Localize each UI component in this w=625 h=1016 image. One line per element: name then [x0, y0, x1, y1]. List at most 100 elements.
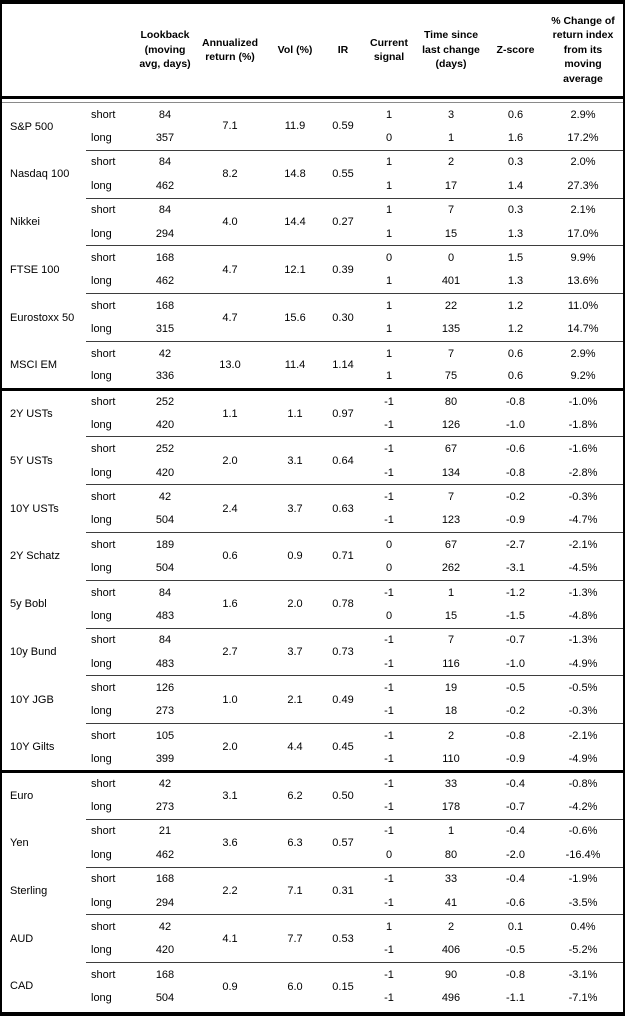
pct-change-cell: -1.3% [543, 579, 623, 605]
pct-change-cell: -7.1% [568, 992, 598, 1005]
leg-label-cell: short [86, 769, 138, 796]
asset-name-cell: Sterling [10, 884, 48, 897]
z-score-cell: 1.5 [488, 245, 543, 270]
pct-change-cell: 11.0% [543, 293, 623, 318]
pct-change-cell: -4.8% [568, 609, 598, 622]
leg-label-cell: short [86, 627, 138, 652]
ir-cell: 0.45 [322, 723, 364, 772]
pct-change-cell: -1.0% [543, 387, 623, 414]
signal-cell: -1 [384, 657, 394, 670]
lookback-cell: 462 [155, 275, 175, 288]
ir-cell: 0.73 [322, 627, 364, 676]
z-score-cell: 1.2 [507, 323, 524, 336]
lookback-cell: 420 [155, 944, 175, 957]
pct-change-cell: 2.1% [543, 197, 623, 222]
lookback-cell: 420 [155, 466, 175, 479]
vol-cell: 7.7 [268, 914, 322, 963]
pct-change-cell: -4.9% [568, 657, 598, 670]
lookback-cell: 21 [138, 818, 192, 844]
asset-name-cell: CAD [10, 980, 34, 993]
leg-label-cell: short [86, 675, 138, 700]
lookback-cell: 294 [155, 227, 175, 240]
time-since-change-cell: 17 [444, 179, 458, 192]
lookback-cell: 42 [138, 484, 192, 509]
z-score-cell: -0.8 [488, 723, 543, 748]
signal-cell: -1 [384, 466, 394, 479]
signal-cell: 0 [364, 245, 414, 270]
table-row-yen-long: long 462 0 80 -2.0 -16.4% [2, 843, 623, 867]
vol-cell: 11.4 [268, 340, 322, 390]
header-separator [2, 96, 623, 103]
table-row-euro-short: Euro short 42 3.1 6.2 0.50 -1 33 -0.4 -0.8% [2, 769, 623, 820]
leg-label-cell: long [91, 323, 112, 336]
leg-label-cell: long [91, 705, 112, 718]
table-row-2y-usts-short: 2Y USTs short 252 1.1 1.1 0.97 -1 80 -0.8 -1.0% [2, 387, 623, 437]
z-score-cell: -1.5 [506, 609, 525, 622]
leg-label-cell: short [86, 340, 138, 366]
annualized-return-cell: 4.0 [192, 197, 268, 246]
ir-cell: 0.15 [322, 962, 364, 1011]
leg-label-cell: short [86, 484, 138, 509]
leg-label-cell: long [91, 992, 112, 1005]
leg-label-cell: long [91, 514, 112, 527]
time-since-change-cell: 123 [441, 514, 461, 527]
pct-change-cell: 14.7% [567, 323, 599, 336]
header-z-score: Z-score [496, 43, 535, 56]
leg-label-cell: long [91, 466, 112, 479]
z-score-cell: 1.3 [507, 275, 524, 288]
table-row-ftse-100-long: long 462 1 401 1.3 13.6% [2, 270, 623, 294]
pct-change-cell: -16.4% [565, 848, 601, 861]
time-since-change-cell: 3 [447, 108, 455, 121]
vol-cell: 2.0 [268, 579, 322, 629]
time-since-change-cell: 406 [441, 944, 461, 957]
time-since-change-cell: 262 [441, 562, 461, 575]
z-score-cell: -1.0 [506, 657, 525, 670]
pct-change-cell: -1.9% [543, 866, 623, 891]
z-score-cell: 1.4 [507, 179, 524, 192]
table-row-10y-usts-long: long 504 -1 123 -0.9 -4.7% [2, 509, 623, 533]
header-separator-line [2, 96, 623, 103]
z-score-cell: 1.3 [507, 227, 524, 240]
table-row-nikkei-long: long 294 1 15 1.3 17.0% [2, 222, 623, 246]
pct-change-cell: -1.6% [543, 436, 623, 461]
z-score-cell: -0.8 [488, 387, 543, 414]
vol-cell: 4.4 [268, 723, 322, 772]
signal-cell: -1 [364, 675, 414, 700]
time-since-change-cell: 80 [414, 387, 488, 414]
signal-cell: 0 [385, 609, 393, 622]
header-lookback: Lookback (moving avg, days) [139, 29, 191, 71]
vol-cell: 6.0 [268, 962, 322, 1011]
signal-cell: -1 [364, 484, 414, 509]
signal-cell: -1 [364, 387, 414, 414]
lookback-cell: 504 [155, 514, 175, 527]
time-since-change-cell: 1 [414, 579, 488, 605]
vol-cell: 15.6 [268, 293, 322, 342]
vol-cell: 3.1 [268, 436, 322, 485]
annualized-return-cell: 0.9 [192, 962, 268, 1011]
table-header-row: Lookback (moving avg, days) Annualized r… [2, 4, 623, 98]
table-row-eurostoxx-50-short: Eurostoxx 50 short 168 4.7 15.6 0.30 1 22 1.2 11.… [2, 293, 623, 342]
lookback-cell: 189 [138, 532, 192, 557]
leg-label-cell: long [91, 801, 112, 814]
header-asset [2, 4, 86, 98]
z-score-cell: 0.3 [488, 149, 543, 175]
pct-change-cell: -4.9% [568, 752, 598, 765]
pct-change-cell: -1.8% [568, 418, 598, 431]
asset-name-cell: Yen [10, 837, 29, 850]
vol-cell: 3.7 [268, 627, 322, 676]
lookback-cell: 504 [155, 992, 175, 1005]
lookback-cell: 105 [138, 723, 192, 748]
lookback-cell: 42 [138, 340, 192, 366]
annualized-return-cell: 1.1 [192, 387, 268, 437]
ir-cell: 0.97 [322, 387, 364, 437]
table-row-10y-bund-short: 10y Bund short 84 2.7 3.7 0.73 -1 7 -0.7 -1.3% [2, 627, 623, 676]
lookback-cell: 273 [155, 801, 175, 814]
lookback-cell: 84 [138, 149, 192, 175]
leg-label-cell: long [91, 752, 112, 765]
time-since-change-cell: 15 [444, 227, 458, 240]
lookback-cell: 84 [138, 627, 192, 652]
time-since-change-cell: 126 [441, 418, 461, 431]
pct-change-cell: -1.3% [543, 627, 623, 652]
pct-change-cell: -2.1% [543, 532, 623, 557]
